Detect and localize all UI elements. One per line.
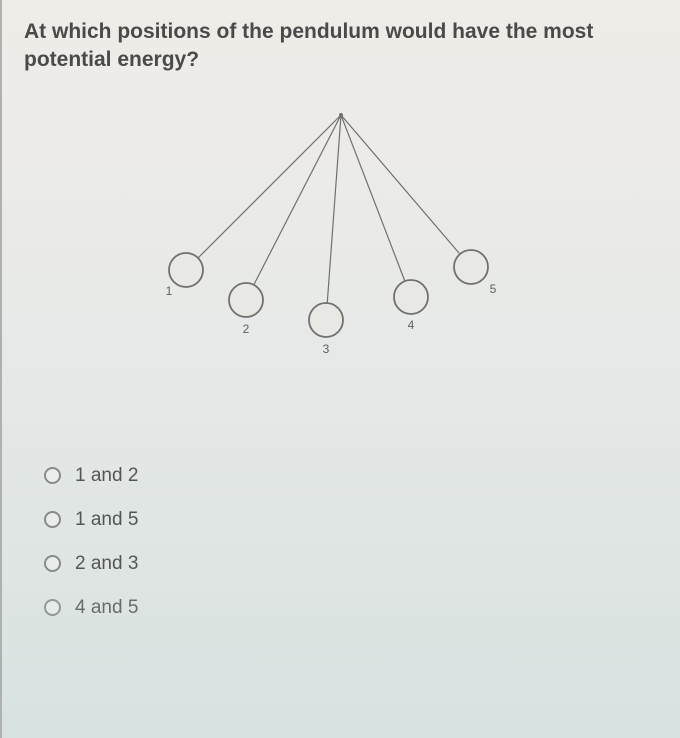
option-1[interactable]: 1 and 2 — [44, 465, 658, 487]
option-label: 2 and 3 — [75, 553, 138, 575]
radio-icon — [44, 599, 61, 616]
answer-options: 1 and 2 1 and 5 2 and 3 4 and 5 — [24, 465, 658, 619]
option-label: 4 and 5 — [75, 597, 138, 619]
option-3[interactable]: 2 and 3 — [44, 553, 658, 575]
svg-text:1: 1 — [166, 284, 173, 298]
svg-text:2: 2 — [243, 322, 250, 336]
radio-icon — [44, 511, 61, 528]
option-2[interactable]: 1 and 5 — [44, 509, 658, 531]
pendulum-diagram: 1 2 3 4 5 — [151, 105, 531, 365]
option-4[interactable]: 4 and 5 — [44, 597, 658, 619]
svg-text:4: 4 — [408, 318, 415, 332]
question-text: At which positions of the pendulum would… — [24, 18, 658, 75]
option-label: 1 and 5 — [75, 509, 138, 531]
radio-icon — [44, 467, 61, 484]
svg-text:5: 5 — [490, 282, 497, 296]
diagram-container: 1 2 3 4 5 — [24, 105, 658, 365]
radio-icon — [44, 555, 61, 572]
svg-text:3: 3 — [323, 342, 330, 356]
option-label: 1 and 2 — [75, 465, 138, 487]
